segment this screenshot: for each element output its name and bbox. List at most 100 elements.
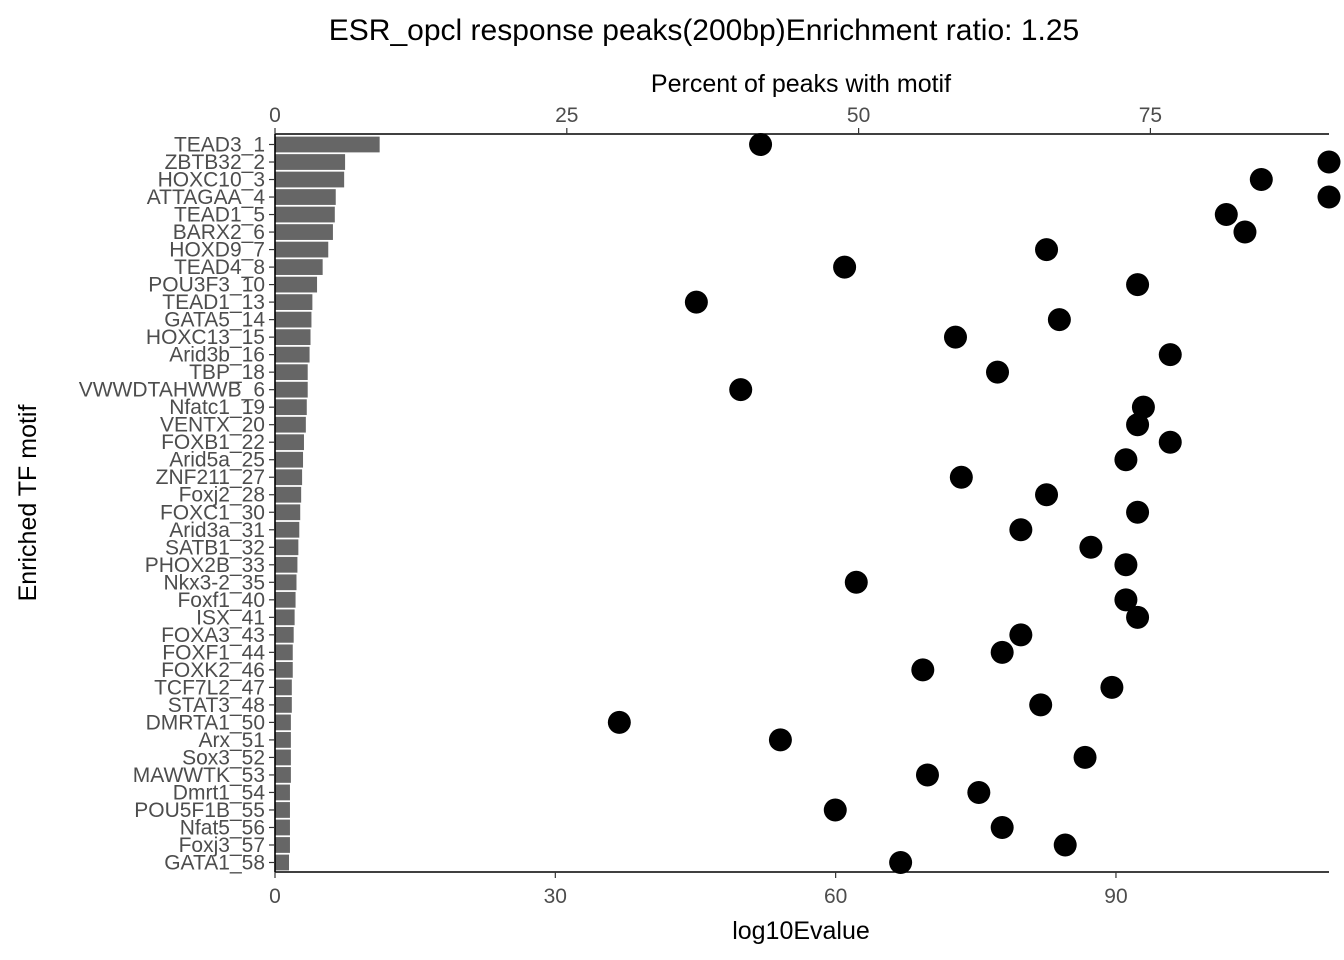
category-label: HOXC10_3: [158, 169, 265, 192]
top-tick-label: 50: [847, 104, 870, 127]
top-tick-label: 25: [555, 104, 578, 127]
data-point: [1126, 500, 1150, 524]
bar: [275, 259, 323, 275]
bar: [275, 189, 336, 205]
category-label: FOXA3_43: [161, 624, 265, 647]
category-label: VENTX_20: [160, 414, 265, 437]
data-point: [967, 780, 991, 804]
bar: [275, 784, 290, 801]
bar: [275, 171, 345, 188]
category-label: TEAD3_1: [174, 134, 265, 157]
bar: [275, 521, 300, 538]
bar: [275, 364, 308, 381]
data-point: [1114, 588, 1138, 612]
data-point: [1035, 483, 1059, 507]
top-axis-label: Percent of peaks with motif: [651, 70, 951, 98]
data-point: [911, 658, 935, 682]
data-point: [1126, 273, 1150, 297]
data-point: [729, 378, 753, 402]
category-label: TCF7L2_47: [154, 676, 265, 699]
category-label: Foxf1_40: [177, 589, 265, 612]
category-label: HOXD9_7: [169, 239, 265, 262]
data-point: [1035, 238, 1059, 262]
category-label: ISX_41: [196, 606, 265, 629]
data-point: [1114, 553, 1138, 577]
bar: [275, 732, 291, 748]
bar: [275, 451, 304, 468]
category-label: DMRTA1_50: [146, 711, 265, 734]
data-point: [823, 798, 847, 822]
category-label: ATTAGAA_4: [147, 186, 266, 209]
bar: [275, 504, 301, 521]
data-point: [1100, 675, 1124, 699]
category-label: MAWWTK_53: [133, 764, 265, 787]
bottom-tick-label: 90: [1104, 885, 1127, 908]
bottom-axis-label: log10Evalue: [732, 917, 870, 945]
bar: [275, 416, 306, 433]
category-label: ZNF211_27: [156, 466, 265, 489]
category-label: Arid3b_16: [169, 344, 265, 367]
data-point: [1249, 168, 1273, 192]
data-point: [1158, 430, 1182, 454]
bar: [275, 574, 297, 591]
chart-title: ESR_opcl response peaks(200bp)Enrichment…: [329, 14, 1079, 47]
data-point: [749, 133, 773, 156]
data-point: [684, 290, 708, 314]
data-point: [1114, 448, 1138, 472]
data-point: [1029, 693, 1053, 717]
bar: [275, 469, 303, 486]
bar: [275, 434, 304, 451]
category-label: VWWDTAHWWB_6: [79, 379, 265, 402]
bar: [275, 539, 299, 556]
top-tick-label: 0: [269, 104, 281, 127]
bar: [275, 714, 291, 731]
bar: [275, 697, 292, 713]
category-label: Dmrt1_54: [173, 781, 266, 804]
data-point: [990, 640, 1014, 664]
category-label: SATB1_32: [165, 536, 265, 559]
category-label: Nfatc1_19: [169, 396, 265, 419]
category-label: HOXC13_15: [146, 326, 265, 349]
data-point: [1047, 308, 1071, 332]
data-point: [949, 465, 973, 489]
category-label: Nkx3-2_35: [163, 571, 265, 594]
bottom-tick-label: 60: [824, 885, 847, 908]
category-label: Arid5a_25: [169, 449, 265, 472]
bar: [275, 276, 318, 293]
data-point: [1158, 343, 1182, 367]
bar: [275, 854, 290, 871]
category-label: FOXB1_22: [161, 431, 265, 454]
data-point: [1073, 745, 1097, 769]
bar: [275, 661, 293, 678]
data-point: [889, 851, 913, 874]
bar: [275, 626, 294, 643]
category-labels: TEAD3_1ZBTB32_2HOXC10_3ATTAGAA_4TEAD1_5B…: [79, 134, 266, 875]
category-label: FOXF1_44: [162, 641, 265, 664]
data-point: [833, 255, 857, 279]
data-point: [943, 325, 967, 349]
category-label: STAT3_48: [168, 694, 265, 717]
data-point: [1126, 605, 1150, 629]
category-label: TEAD4_8: [174, 256, 265, 279]
category-label: TEAD1_13: [162, 291, 265, 314]
category-label: BARX2_6: [173, 221, 265, 244]
bar: [275, 591, 296, 608]
data-point: [844, 570, 868, 594]
top-tick-label: 75: [1139, 104, 1162, 127]
data-point: [1233, 220, 1257, 244]
data-point: [607, 710, 631, 734]
bar: [275, 679, 292, 696]
bar: [275, 311, 312, 328]
bar: [275, 644, 293, 661]
bar: [275, 224, 333, 240]
bar: [275, 819, 290, 836]
category-label: ZBTB32_2: [165, 151, 265, 174]
category-label: Arx_51: [198, 729, 265, 752]
data-point: [1053, 833, 1077, 857]
y-axis-label: Enriched TF motif: [14, 405, 42, 602]
category-label: PHOX2B_33: [145, 554, 265, 577]
axes: 0 30 60 90 0 25 50 75: [269, 104, 1329, 908]
category-label: FOXC1_30: [160, 501, 265, 524]
bar: [275, 206, 335, 223]
